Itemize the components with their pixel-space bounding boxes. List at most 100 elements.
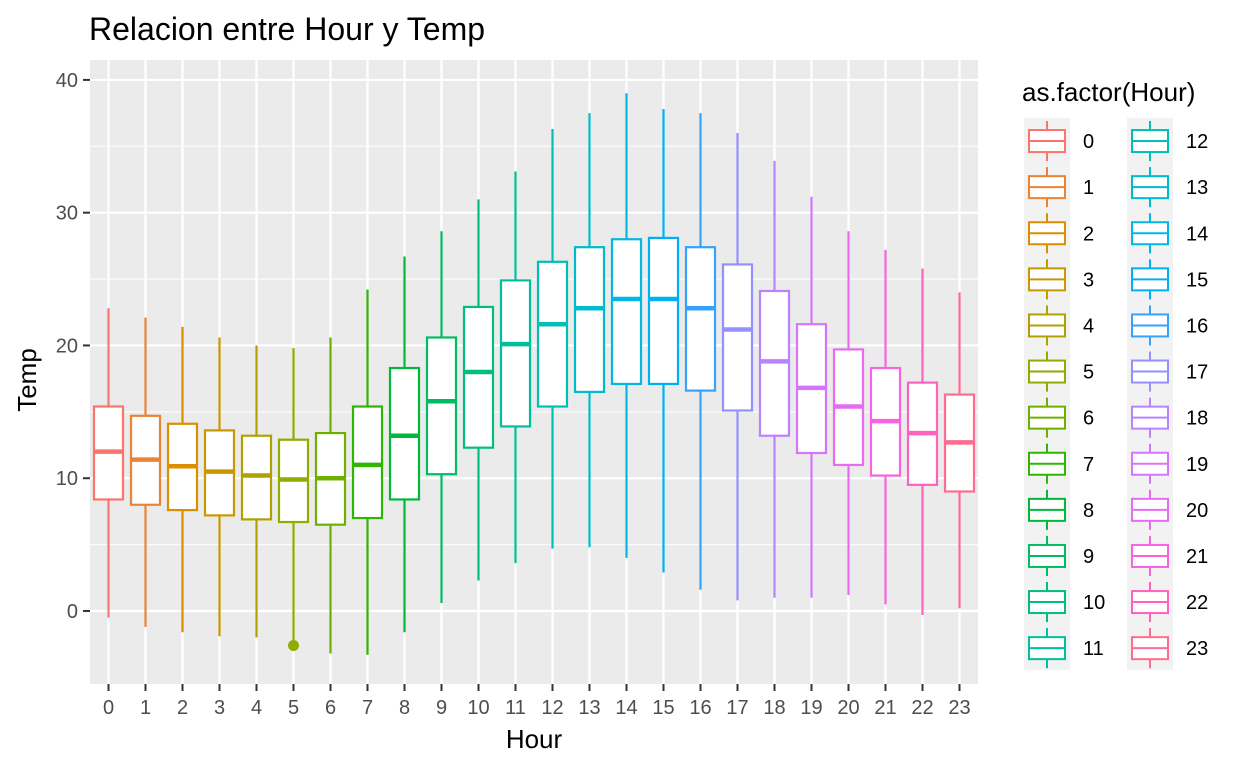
box-hour-11 <box>499 171 532 564</box>
legend-item-18: 18 <box>1131 397 1208 438</box>
x-tick-label: 23 <box>948 697 970 719</box>
legend-item-7: 7 <box>1028 443 1094 484</box>
box-hour-22 <box>906 268 939 615</box>
x-tick-label: 3 <box>214 697 225 719</box>
x-tick-label: 18 <box>763 697 785 719</box>
box-hour-8 <box>388 256 421 633</box>
legend-key-background <box>1127 118 1173 670</box>
legend-label: 13 <box>1186 177 1208 199</box>
box-hour-12 <box>536 129 569 549</box>
x-tick-label: 0 <box>103 697 114 719</box>
box-hour-18 <box>758 160 791 598</box>
x-tick-label: 5 <box>288 697 299 719</box>
outlier-point <box>288 639 299 651</box>
y-tick-label: 0 <box>67 601 78 623</box>
box-body <box>425 336 458 476</box>
box-hour-2 <box>166 326 199 633</box>
y-tick-label: 30 <box>56 203 78 225</box>
x-tick-label: 4 <box>251 697 262 719</box>
legend-label: 5 <box>1083 362 1094 384</box>
legend-label: 10 <box>1083 592 1105 614</box>
y-axis-title: Temp <box>12 348 42 412</box>
box-hour-7 <box>351 289 384 655</box>
box-body <box>610 238 643 386</box>
x-tick-label: 6 <box>325 697 336 719</box>
box-hour-4 <box>240 345 273 638</box>
legend-label: 9 <box>1083 546 1094 568</box>
legend-label: 4 <box>1083 315 1094 337</box>
x-tick-label: 2 <box>177 697 188 719</box>
y-tick-label: 20 <box>56 335 78 357</box>
legend-item-6: 6 <box>1028 397 1094 438</box>
y-tick-label: 10 <box>56 468 78 490</box>
legend-item-17: 17 <box>1131 351 1208 392</box>
legend-item-15: 15 <box>1131 259 1208 300</box>
box-body <box>536 260 569 408</box>
legend-label: 16 <box>1186 315 1208 337</box>
legend-item-14: 14 <box>1131 213 1208 254</box>
box-hour-17 <box>721 133 754 601</box>
legend-item-1: 1 <box>1028 167 1094 208</box>
chart-title: Relacion entre Hour y Temp <box>89 11 485 47</box>
legend-label: 17 <box>1186 362 1208 384</box>
legend-item-4: 4 <box>1028 305 1094 346</box>
legend-label: 18 <box>1186 408 1208 430</box>
box-hour-21 <box>869 249 902 605</box>
box-hour-14 <box>610 93 643 558</box>
box-hour-13 <box>573 113 606 548</box>
legend-label: 21 <box>1186 546 1208 568</box>
box-body <box>499 279 532 428</box>
legend-item-12: 12 <box>1131 121 1208 162</box>
legend-label: 23 <box>1186 638 1208 660</box>
legend: as.factor(Hour) 012345678910111213141516… <box>1022 77 1208 670</box>
legend-label: 1 <box>1083 177 1094 199</box>
legend-item-3: 3 <box>1028 259 1094 300</box>
box-hour-16 <box>684 113 717 590</box>
box-body <box>647 236 680 386</box>
x-tick-label: 10 <box>467 697 489 719</box>
box-body <box>573 246 606 394</box>
x-tick-label: 1 <box>140 697 151 719</box>
legend-label: 14 <box>1186 223 1208 245</box>
legend-label: 3 <box>1083 269 1094 291</box>
legend-label: 6 <box>1083 408 1094 430</box>
x-tick-label: 22 <box>911 697 933 719</box>
legend-label: 2 <box>1083 223 1094 245</box>
legend-item-0: 0 <box>1028 121 1094 162</box>
box-body <box>684 246 717 392</box>
legend-item-13: 13 <box>1131 167 1208 208</box>
x-tick-label: 20 <box>837 697 859 719</box>
legend-item-5: 5 <box>1028 351 1094 392</box>
legend-item-16: 16 <box>1131 305 1208 346</box>
legend-item-19: 19 <box>1131 443 1208 484</box>
box-hour-15 <box>647 109 680 573</box>
box-hour-23 <box>943 292 976 609</box>
box-hour-19 <box>795 196 828 598</box>
x-tick-label: 14 <box>615 697 637 719</box>
legend-item-22: 22 <box>1131 582 1208 623</box>
legend-label: 20 <box>1186 500 1208 522</box>
legend-item-10: 10 <box>1028 582 1105 623</box>
legend-item-9: 9 <box>1028 535 1094 576</box>
legend-label: 12 <box>1186 131 1208 153</box>
legend-label: 19 <box>1186 454 1208 476</box>
plot-panel <box>90 60 978 684</box>
legend-label: 22 <box>1186 592 1208 614</box>
x-tick-label: 7 <box>362 697 373 719</box>
legend-item-20: 20 <box>1131 489 1208 530</box>
legend-label: 11 <box>1083 638 1104 660</box>
legend-item-8: 8 <box>1028 489 1094 530</box>
legend-key-background <box>1024 118 1070 670</box>
box-hour-1 <box>129 317 162 627</box>
x-tick-label: 9 <box>436 697 447 719</box>
box-hour-6 <box>314 337 347 654</box>
x-tick-label: 12 <box>541 697 563 719</box>
legend-label: 7 <box>1083 454 1094 476</box>
x-tick-label: 11 <box>505 697 526 719</box>
legend-item-21: 21 <box>1131 535 1208 576</box>
legend-label: 15 <box>1186 269 1208 291</box>
y-tick-label: 40 <box>56 70 78 92</box>
legend-item-23: 23 <box>1131 628 1208 669</box>
x-axis-title: Hour <box>506 724 563 754</box>
box-hour-20 <box>832 231 865 596</box>
